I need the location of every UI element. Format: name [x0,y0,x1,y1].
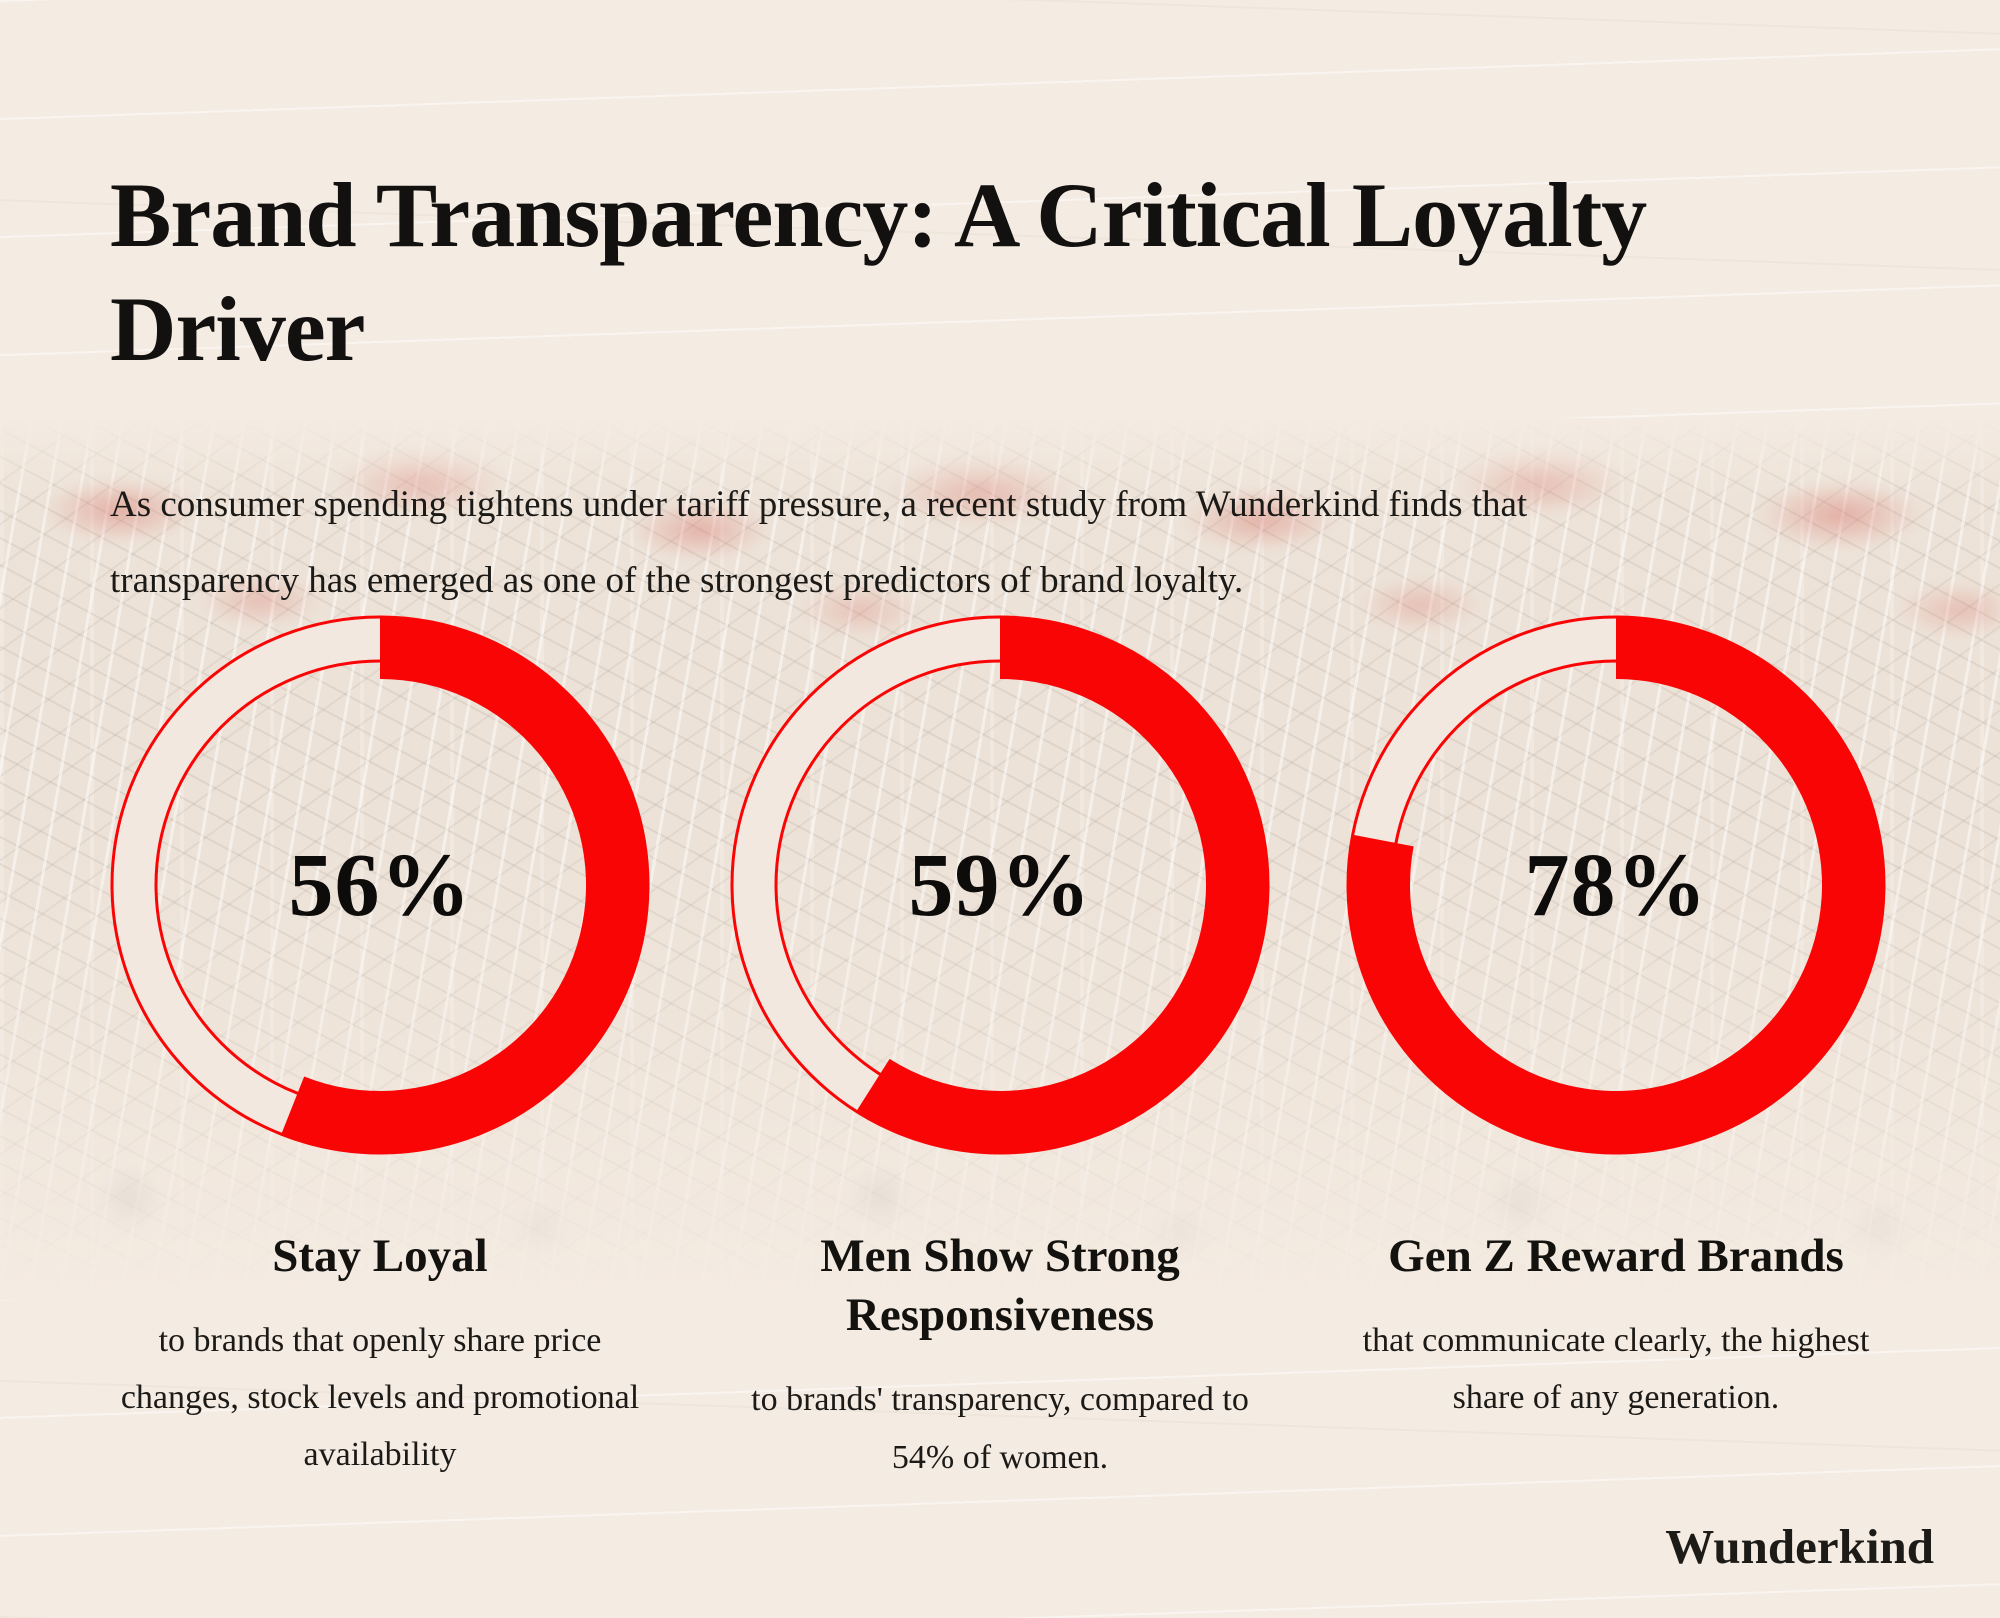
page-title: Brand Transparency: A Critical Loyalty D… [110,158,1670,386]
stat-desc-line: to brands that openly share price [158,1322,602,1360]
subtitle-line-2: transparency has emerged as one of the s… [110,559,1244,601]
stat-column-stay-loyal: 56% Stay Loyal to brands that openly sha… [80,615,680,1484]
stat-desc-line: to brands' transparency, compared to [751,1381,1249,1419]
stat-heading-line: Stay Loyal [272,1230,488,1282]
stat-description: to brands that openly share price change… [80,1312,680,1483]
donut-chart-men-responsiveness: 59% [730,615,1270,1155]
stat-heading: Gen Z Reward Brands [1316,1227,1916,1286]
stat-heading: Men Show Strong Responsiveness [700,1227,1300,1345]
donut-chart-gen-z: 78% [1346,615,1886,1155]
stat-heading: Stay Loyal [80,1227,680,1286]
stat-desc-line: changes, stock levels and promotional [120,1379,640,1417]
page-title-line-2: Driver [110,277,366,380]
stat-description: that communicate clearly, the highest sh… [1316,1312,1916,1426]
stat-column-men-responsiveness: 59% Men Show Strong Responsiveness to br… [700,615,1300,1486]
donut-percent-label: 56% [288,835,472,935]
donut-chart-stay-loyal: 56% [110,615,650,1155]
stat-heading-line: Men Show Strong [820,1230,1180,1282]
page-title-line-1: Brand Transparency: A Critical Loyalty [110,163,1647,266]
donut-svg [730,615,1270,1155]
stat-description: to brands' transparency, compared to 54%… [700,1371,1300,1485]
stat-heading-line: Gen Z Reward Brands [1388,1230,1844,1282]
donut-progress-arc [281,617,648,1153]
stat-desc-line: share of any generation. [1452,1379,1780,1417]
donut-progress-arc [856,617,1269,1153]
subtitle-line-1: As consumer spending tightens under tari… [110,484,1528,525]
stat-desc-line: availability [303,1436,457,1474]
page-subtitle: As consumer spending tightens under tari… [110,467,1890,619]
stat-desc-line: 54% of women. [891,1438,1109,1476]
stat-column-gen-z: 78% Gen Z Reward Brands that communicate… [1316,615,1916,1426]
wunderkind-logo: Wunderkind [1665,1519,1934,1574]
donut-percent-label: 59% [908,835,1092,935]
donut-percent-label: 78% [1524,835,1708,935]
donut-svg [1346,615,1886,1155]
stat-heading-line: Responsiveness [845,1289,1155,1342]
stat-desc-line: that communicate clearly, the highest [1362,1322,1870,1360]
donut-svg [110,615,650,1155]
